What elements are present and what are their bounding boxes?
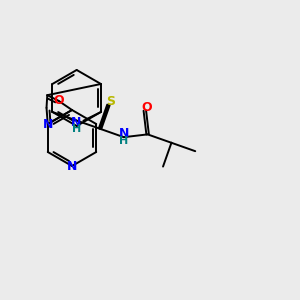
Text: O: O [53,94,64,107]
Text: S: S [106,95,115,109]
Text: N: N [71,116,81,129]
Text: H: H [119,136,128,146]
Text: N: N [118,127,129,140]
Text: N: N [43,118,53,130]
Text: O: O [142,101,152,114]
Text: N: N [67,160,77,172]
Text: H: H [72,124,81,134]
